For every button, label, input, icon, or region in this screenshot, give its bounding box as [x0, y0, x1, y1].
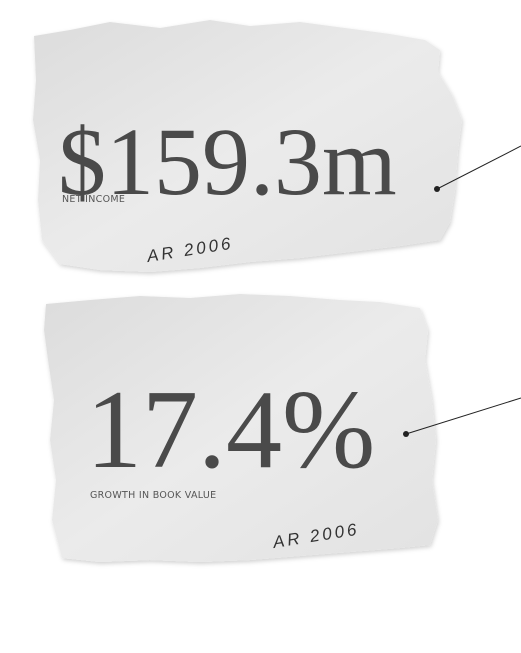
card: 17.4% GROWTH IN BOOK VALUE AR 2006 [44, 294, 521, 562]
card: $159.3m NET INCOME AR 2006 [33, 20, 521, 272]
pointer-line [405, 397, 521, 435]
figure-label: GROWTH IN BOOK VALUE [90, 490, 216, 501]
figure: 17.4% [86, 368, 375, 492]
figure-label: NET INCOME [62, 194, 125, 205]
torn-paper [44, 294, 438, 562]
pointer-line [436, 145, 521, 190]
figure: $159.3m [58, 108, 397, 215]
torn-paper [33, 20, 462, 272]
